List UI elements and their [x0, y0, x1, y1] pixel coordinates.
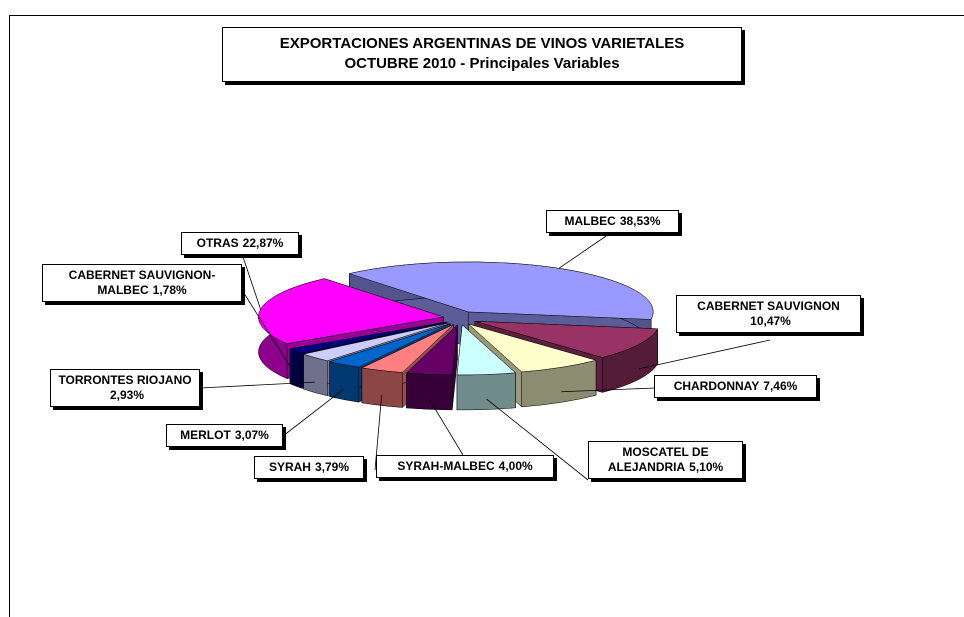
slice — [474, 320, 659, 358]
category-label: SYRAH — [268, 460, 311, 474]
leader-line — [199, 381, 315, 389]
value-label: 3,79% — [314, 460, 350, 474]
category-label: TORRONTES RIOJANO — [58, 373, 192, 387]
value-label: 38,53% — [619, 214, 661, 228]
slice-side — [361, 367, 403, 408]
slice — [405, 324, 458, 376]
slice — [468, 323, 597, 373]
slice — [361, 324, 454, 373]
category-label: SYRAH-MALBEC — [397, 459, 495, 473]
slice-group — [456, 324, 517, 411]
category-label: CABERNET SAUVIGNON — [697, 299, 840, 313]
leader-line — [486, 398, 589, 481]
leader-line — [638, 339, 771, 370]
value-label: 3,07% — [234, 428, 269, 442]
data-label: CABERNET SAUVIGNON10,47% — [676, 295, 861, 333]
data-label: MALBEC 38,53% — [546, 210, 679, 233]
slice — [289, 321, 447, 354]
slice-side — [303, 353, 328, 397]
value-label: 7,46% — [763, 379, 798, 393]
leader-line — [561, 387, 656, 393]
chart-subtitle: OCTUBRE 2010 - Principales Variables — [344, 55, 620, 72]
value-label: 5,10% — [689, 460, 724, 474]
title-box: EXPORTACIONES ARGENTINAS DE VINOS VARIET… — [222, 27, 742, 82]
slice — [456, 324, 517, 376]
slice-side — [406, 372, 453, 411]
leader-line — [282, 388, 344, 437]
category-label: MERLOT — [180, 428, 231, 442]
value-label: 4,00% — [498, 459, 533, 473]
data-label: SYRAH 3,79% — [254, 456, 364, 479]
category-label: MOSCATEL DE ALEJANDRIA — [607, 445, 709, 474]
leader-line — [428, 398, 464, 456]
chart-title: EXPORTACIONES ARGENTINAS DE VINOS VARIET… — [279, 35, 685, 52]
slice — [258, 278, 444, 344]
data-label: OTRAS 22,87% — [181, 232, 299, 255]
category-label: MALBEC — [564, 214, 616, 228]
data-label: SYRAH-MALBEC 4,00% — [376, 455, 554, 478]
slice — [328, 323, 451, 368]
slice — [348, 261, 654, 320]
slice-group — [405, 324, 458, 411]
data-label: MOSCATEL DE ALEJANDRIA 5,10% — [588, 441, 743, 479]
category-label: CABERNET SAUVIGNON-MALBEC — [68, 268, 216, 297]
category-label: CHARDONNAY — [673, 379, 760, 393]
category-label: OTRAS — [196, 236, 239, 250]
data-label: CHARDONNAY 7,46% — [654, 375, 817, 398]
leader-line — [558, 231, 613, 269]
slice-side — [456, 372, 516, 411]
data-label: TORRONTES RIOJANO2,93% — [50, 369, 200, 407]
leader-line — [241, 289, 297, 376]
data-label: CABERNET SAUVIGNON-MALBEC 1,78% — [42, 264, 242, 302]
chart-frame — [9, 15, 964, 617]
slice — [302, 322, 448, 362]
value-label: 22,87% — [242, 236, 284, 250]
value-label: 1,78% — [152, 283, 187, 297]
leader-line — [241, 253, 261, 310]
value-label: 2,93% — [109, 388, 145, 402]
data-label: MERLOT 3,07% — [166, 424, 283, 447]
value-label: 10,47% — [750, 314, 791, 328]
